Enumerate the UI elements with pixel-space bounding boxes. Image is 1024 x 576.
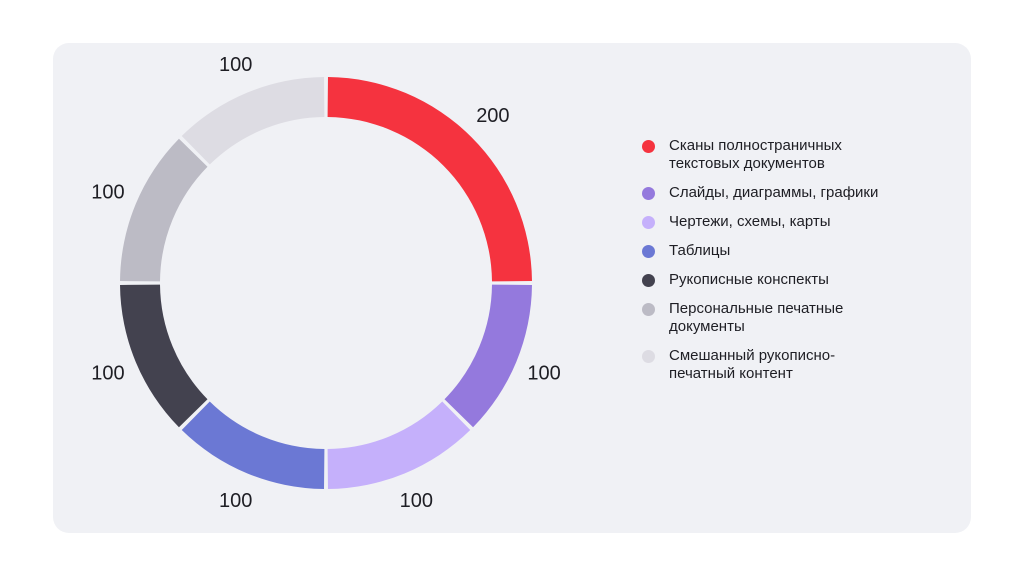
data-label-5: 100 bbox=[91, 362, 124, 384]
legend-label-6: Персональные печатные документы bbox=[669, 300, 844, 335]
donut-slice-7 bbox=[181, 77, 325, 165]
legend-item-3: Чертежи, схемы, карты bbox=[642, 213, 942, 231]
legend-dot-7 bbox=[642, 350, 655, 363]
donut-slice-3 bbox=[327, 401, 471, 489]
legend-dot-4 bbox=[642, 245, 655, 258]
data-label-2: 100 bbox=[527, 362, 560, 384]
data-label-1: 200 bbox=[476, 105, 509, 127]
donut-slice-2 bbox=[444, 284, 532, 428]
legend-label-4: Таблицы bbox=[669, 242, 731, 259]
legend-dot-6 bbox=[642, 303, 655, 316]
legend-item-7: Смешанный рукописно-печатный контент bbox=[642, 347, 942, 383]
legend-item-4: Таблицы bbox=[642, 242, 942, 260]
legend-dot-3 bbox=[642, 216, 655, 229]
legend-item-5: Рукописные конспекты bbox=[642, 271, 942, 289]
data-label-3: 100 bbox=[400, 490, 433, 512]
donut-slice-5 bbox=[120, 284, 208, 428]
legend-label-3: Чертежи, схемы, карты bbox=[669, 213, 831, 230]
legend-label-1: Сканы полностраничных текстовых документо… bbox=[669, 137, 842, 172]
legend-dot-2 bbox=[642, 187, 655, 200]
legend-dot-1 bbox=[642, 140, 655, 153]
legend-item-6: Персональные печатные документы bbox=[642, 300, 942, 336]
legend-label-7: Смешанный рукописно-печатный контент bbox=[669, 347, 836, 382]
data-label-7: 100 bbox=[219, 54, 252, 76]
legend-item-2: Слайды, диаграммы, графики bbox=[642, 184, 942, 202]
data-label-6: 100 bbox=[91, 182, 124, 204]
donut-slice-1 bbox=[327, 77, 532, 282]
donut-slice-4 bbox=[181, 401, 325, 489]
legend-label-5: Рукописные конспекты bbox=[669, 271, 829, 288]
chart-legend: Сканы полностраничных текстовых документо… bbox=[642, 137, 942, 394]
legend-label-2: Слайды, диаграммы, графики bbox=[669, 184, 879, 201]
legend-item-1: Сканы полностраничных текстовых документо… bbox=[642, 137, 942, 173]
legend-dot-5 bbox=[642, 274, 655, 287]
data-label-4: 100 bbox=[219, 490, 252, 512]
donut-slice-6 bbox=[120, 138, 208, 282]
